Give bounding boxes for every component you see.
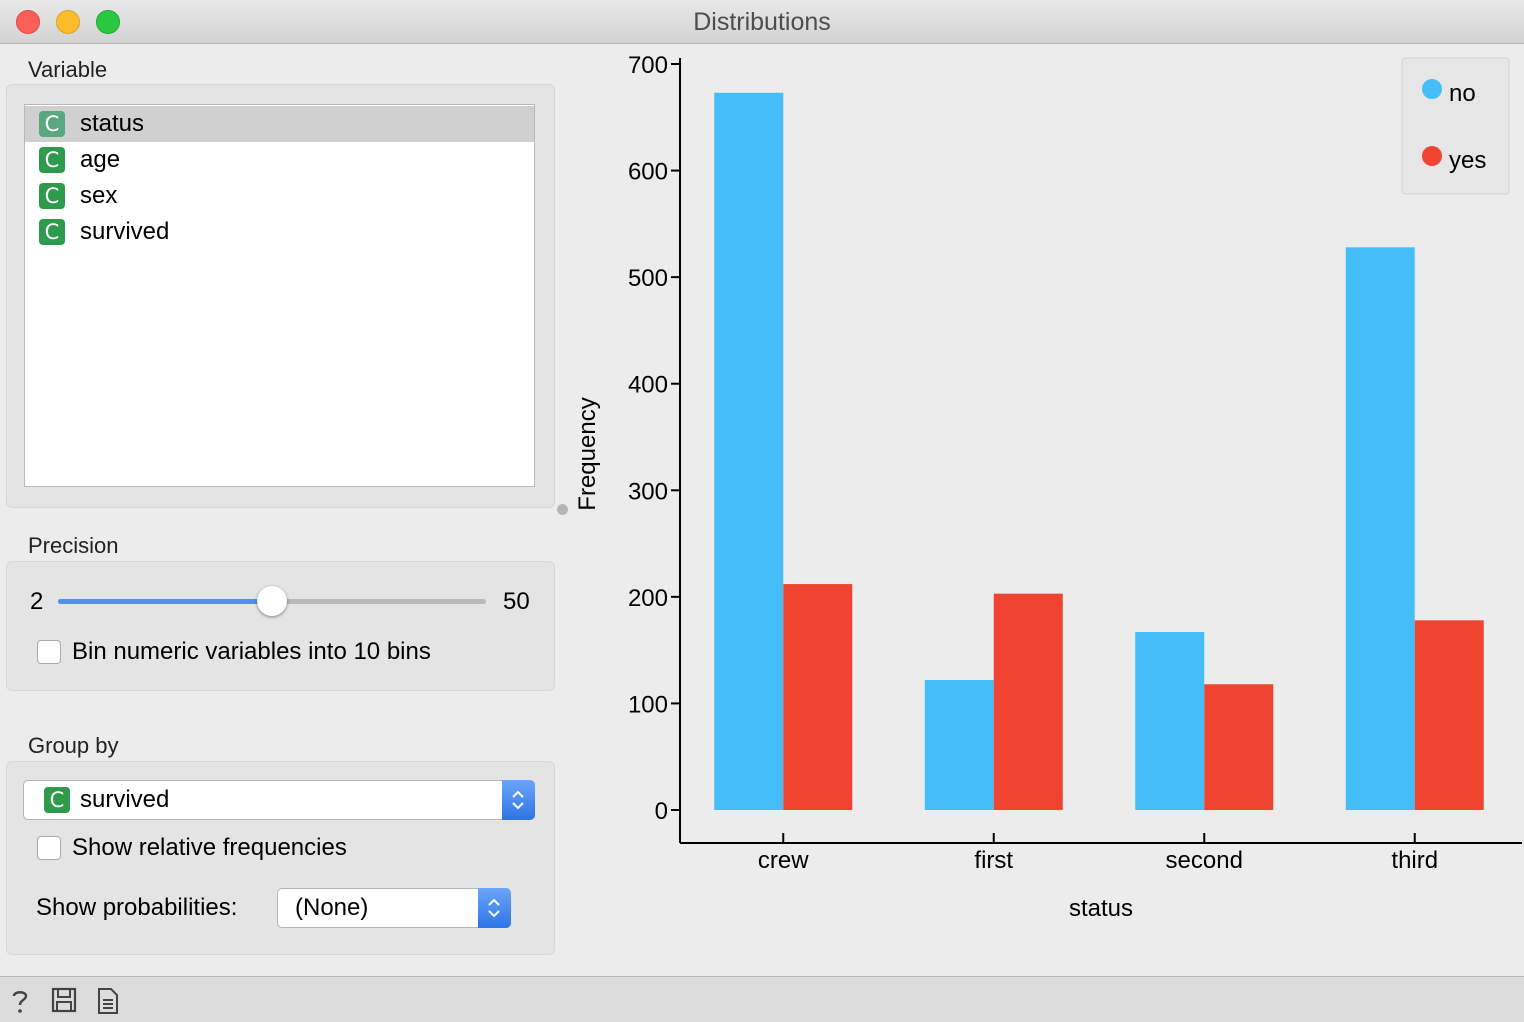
variable-list-item[interactable]: C survived [25,214,534,250]
variable-list-item[interactable]: C sex [25,178,534,214]
precision-section-label: Precision [28,533,119,558]
dropdown-arrows-icon [502,780,535,820]
group-by-dropdown[interactable]: C survived [23,780,535,820]
precision-max-label: 50 [503,588,530,615]
variable-list-item[interactable]: C status [25,106,534,142]
chart-legend: no yes [1401,57,1510,195]
x-axis-label: status [1069,895,1133,922]
variable-name: sex [80,182,118,209]
y-tick-label: 400 [628,372,668,399]
y-tick-label: 300 [628,478,668,505]
variable-name: age [80,146,121,173]
variable-name: survived [80,218,170,245]
probabilities-dropdown[interactable]: (None) [277,888,511,928]
precision-slider-fill [58,599,272,604]
bar-no-second [1135,632,1205,810]
report-icon[interactable] [96,987,120,1020]
variable-name: status [80,110,145,137]
dropdown-arrows-icon [478,888,511,928]
precision-box [6,561,555,691]
show-probabilities-label: Show probabilities: [36,894,238,921]
help-icon[interactable] [8,987,32,1020]
y-tick-label: 100 [628,691,668,718]
categorical-variable-icon: C [39,183,65,209]
bin-numeric-checkbox[interactable] [37,640,61,664]
bar-no-crew [714,92,784,810]
categorical-variable-icon: C [39,219,65,245]
bin-numeric-label: Bin numeric variables into 10 bins [72,638,431,665]
variable-list-item[interactable]: C age [25,142,534,178]
x-tick-label: third [1391,847,1438,874]
group-by-selected: survived [80,786,170,813]
splitter-handle[interactable] [557,504,568,515]
status-bar [0,976,1524,1022]
variable-list[interactable]: C status C age C sex C survived [24,104,535,487]
group-by-section-label: Group by [28,733,119,758]
window-title: Distributions [693,8,831,36]
bar-no-first [924,679,994,810]
legend-label-no: no [1449,80,1476,107]
y-tick-label: 700 [628,52,668,79]
bar-yes-crew [783,584,853,810]
probabilities-selected: (None) [295,894,369,921]
precision-min-label: 2 [30,588,44,615]
title-bar: Distributions [0,0,1524,44]
legend-label-yes: yes [1449,147,1486,174]
y-tick-label: 600 [628,159,668,186]
categorical-variable-icon: C [44,787,70,813]
y-tick-label: 500 [628,265,668,292]
save-icon[interactable] [51,987,77,1018]
x-tick-label: second [1166,847,1243,874]
relative-frequencies-label: Show relative frequencies [72,834,347,861]
categorical-variable-icon: C [39,147,65,173]
close-window-button[interactable] [16,10,40,34]
x-tick-label: crew [758,847,809,874]
minimize-window-button[interactable] [56,10,80,34]
y-tick-label: 200 [628,585,668,612]
distribution-chart: 0 100 200 300 400 500 600 700 crew first second th… [574,52,1522,922]
precision-slider-handle[interactable] [257,586,287,616]
legend-swatch-no [1422,79,1442,99]
variable-section-label: Variable [28,57,108,82]
x-tick-label: first [974,847,1013,874]
categorical-variable-icon: C [39,111,65,137]
y-axis-label: Frequency [574,397,601,510]
bar-yes-first [993,593,1063,810]
bar-yes-third [1414,620,1484,810]
legend-swatch-yes [1422,146,1442,166]
y-tick-label: 0 [655,798,668,825]
maximize-window-button[interactable] [96,10,120,34]
bar-yes-second [1204,684,1274,810]
bar-no-third [1345,247,1415,810]
relative-frequencies-checkbox[interactable] [37,836,61,860]
